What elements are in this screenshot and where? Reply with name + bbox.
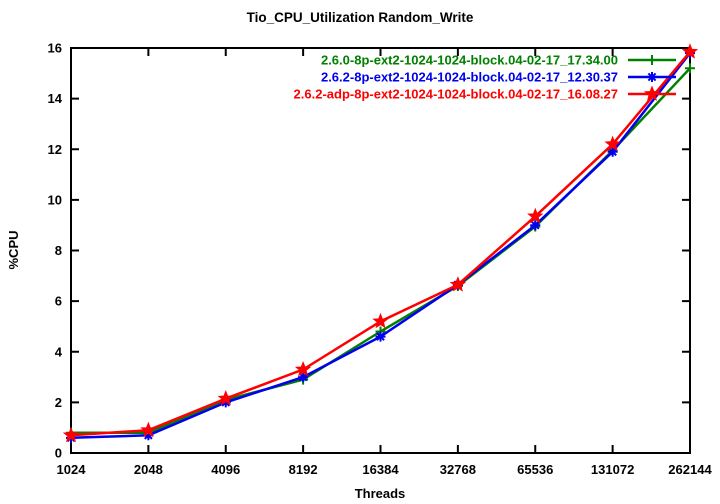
data-point-marker: [530, 220, 541, 231]
series-line: [70, 52, 691, 440]
x-tick-label: 2048: [134, 462, 163, 477]
x-tick-label: 262144: [668, 462, 712, 477]
series-0: [66, 63, 695, 438]
x-tick-label: 32768: [440, 462, 476, 477]
data-point-marker: [294, 360, 312, 377]
x-tick-label: 131072: [591, 462, 634, 477]
data-point-marker: [298, 372, 309, 383]
y-axis-label: %CPU: [6, 230, 21, 269]
y-tick-label: 14: [48, 91, 63, 106]
y-tick-label: 12: [48, 142, 62, 157]
series-1: [66, 48, 695, 443]
x-tick-label: 1024: [57, 462, 87, 477]
plot-area: 0 2 4 6 8 10 12 14 16 1024 2048 4096 8192 16384 32768 6…: [48, 41, 713, 478]
series-line: [71, 67, 691, 435]
plot-border: [70, 47, 691, 454]
legend-label: 2.6.0-8p-ext2-1024-1024-block.04-02-17_1…: [321, 53, 618, 68]
data-point-marker: [143, 430, 154, 441]
data-point-marker: [449, 276, 467, 292]
legend-label: 2.6.2-8p-ext2-1024-1024-block.04-02-17_1…: [321, 70, 618, 85]
legend: 2.6.0-8p-ext2-1024-1024-block.04-02-17_1…: [294, 53, 676, 102]
data-point-marker: [647, 72, 657, 82]
data-point-marker: [607, 146, 618, 157]
legend-label: 2.6.2-adp-8p-ext2-1024-1024-block.04-02-…: [294, 87, 618, 102]
data-point-marker: [140, 421, 157, 438]
data-point-marker: [220, 397, 231, 408]
chart-title: Tio_CPU_Utilization Random_Write: [247, 10, 474, 25]
y-tick-label: 6: [55, 294, 62, 309]
data-point-marker: [643, 85, 661, 101]
data-point-marker: [647, 55, 657, 65]
x-tick-label: 16384: [362, 462, 399, 477]
x-tick-label: 8192: [289, 462, 318, 477]
x-tick-label: 65536: [517, 462, 553, 477]
y-tick-label: 4: [55, 344, 63, 359]
data-point-marker: [527, 207, 544, 224]
x-axis-label: Threads: [355, 486, 406, 501]
y-tick-label: 16: [48, 41, 62, 56]
data-point-marker: [375, 331, 386, 342]
data-point-marker: [62, 426, 80, 443]
legend-entry: 2.6.2-8p-ext2-1024-1024-block.04-02-17_1…: [321, 70, 676, 85]
legend-entry: 2.6.2-adp-8p-ext2-1024-1024-block.04-02-…: [294, 85, 676, 102]
data-point-marker: [217, 390, 234, 406]
data-point-marker: [604, 135, 621, 152]
y-tick-label: 2: [55, 395, 62, 410]
series-2: [62, 43, 699, 443]
x-tick-label: 4096: [211, 462, 240, 477]
series-line: [70, 50, 691, 437]
y-tick-label: 8: [55, 243, 62, 258]
data-point-marker: [372, 312, 389, 329]
legend-entry: 2.6.0-8p-ext2-1024-1024-block.04-02-17_1…: [321, 53, 676, 68]
y-tick-label: 10: [48, 192, 62, 207]
data-point-marker: [685, 63, 695, 74]
data-point-marker: [681, 43, 699, 59]
y-tick-label: 0: [55, 446, 62, 461]
